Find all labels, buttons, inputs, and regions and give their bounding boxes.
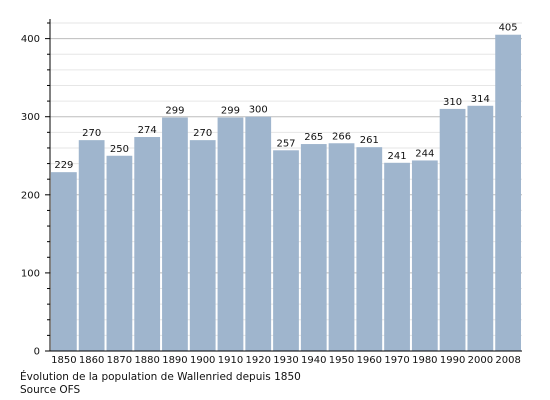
bar [245, 116, 272, 351]
bar [51, 172, 77, 351]
bar [467, 105, 494, 352]
data-label: 299 [221, 105, 240, 116]
x-tick-label: 1890 [162, 355, 187, 366]
bar [189, 140, 216, 351]
bar [273, 150, 299, 351]
bar [217, 117, 244, 351]
data-label: 265 [304, 132, 323, 143]
data-label: 241 [388, 151, 407, 162]
bar [411, 160, 438, 351]
bar [384, 162, 410, 351]
data-label: 244 [415, 148, 434, 159]
data-label: 257 [276, 138, 295, 149]
data-label: 300 [249, 105, 268, 116]
y-tick-label: 400 [21, 34, 40, 45]
data-labels: 229 270 250 274 299 270 299 300 257 265 266 261 241 2… [54, 23, 517, 171]
data-label: 310 [443, 97, 462, 108]
x-tick-label: 1920 [246, 355, 271, 366]
data-label: 229 [54, 160, 73, 171]
bar [134, 137, 161, 351]
bar [300, 144, 327, 351]
x-tick-label: 1860 [79, 355, 104, 366]
x-tick-label: 1870 [107, 355, 132, 366]
chart-source: Source OFS [20, 384, 81, 396]
y-tick-label: 200 [21, 190, 40, 201]
data-label: 250 [110, 144, 129, 155]
data-label: 274 [138, 125, 157, 136]
data-label: 266 [332, 131, 351, 142]
x-tick-label: 1960 [357, 355, 382, 366]
x-tick-label: 1850 [51, 355, 76, 366]
x-tick-label: 1980 [412, 355, 437, 366]
x-tick-label: 1950 [329, 355, 354, 366]
x-tick-label: 1880 [134, 355, 159, 366]
bar [106, 155, 133, 351]
bar [495, 34, 521, 351]
y-tick-label: 0 [34, 347, 40, 358]
x-tick-label: 1900 [190, 355, 215, 366]
chart-caption: Évolution de la population de Wallenried… [20, 371, 301, 383]
bar [439, 108, 466, 352]
y-axis: 0 100 200 300 400 [21, 19, 51, 358]
bar [328, 143, 355, 351]
bars [51, 34, 521, 352]
data-label: 261 [360, 135, 379, 146]
data-label: 314 [471, 94, 490, 105]
x-tick-label: 2008 [495, 355, 520, 366]
bar [356, 147, 383, 351]
x-tick-label: 1910 [218, 355, 243, 366]
data-label: 270 [193, 128, 212, 139]
bar [162, 117, 188, 351]
x-tick-label: 1930 [273, 355, 298, 366]
bar [78, 140, 105, 351]
data-label: 299 [165, 105, 184, 116]
x-tick-label: 2000 [468, 355, 493, 366]
data-label: 405 [499, 23, 518, 34]
y-tick-label: 100 [21, 268, 40, 279]
x-tick-label: 1990 [440, 355, 465, 366]
y-tick-label: 300 [21, 112, 40, 123]
x-tick-label: 1940 [301, 355, 326, 366]
x-tick-labels: 1850 1860 1870 1880 1890 1900 1910 1920 1930 1940… [51, 355, 521, 366]
x-tick-label: 1970 [384, 355, 409, 366]
data-label: 270 [82, 128, 101, 139]
